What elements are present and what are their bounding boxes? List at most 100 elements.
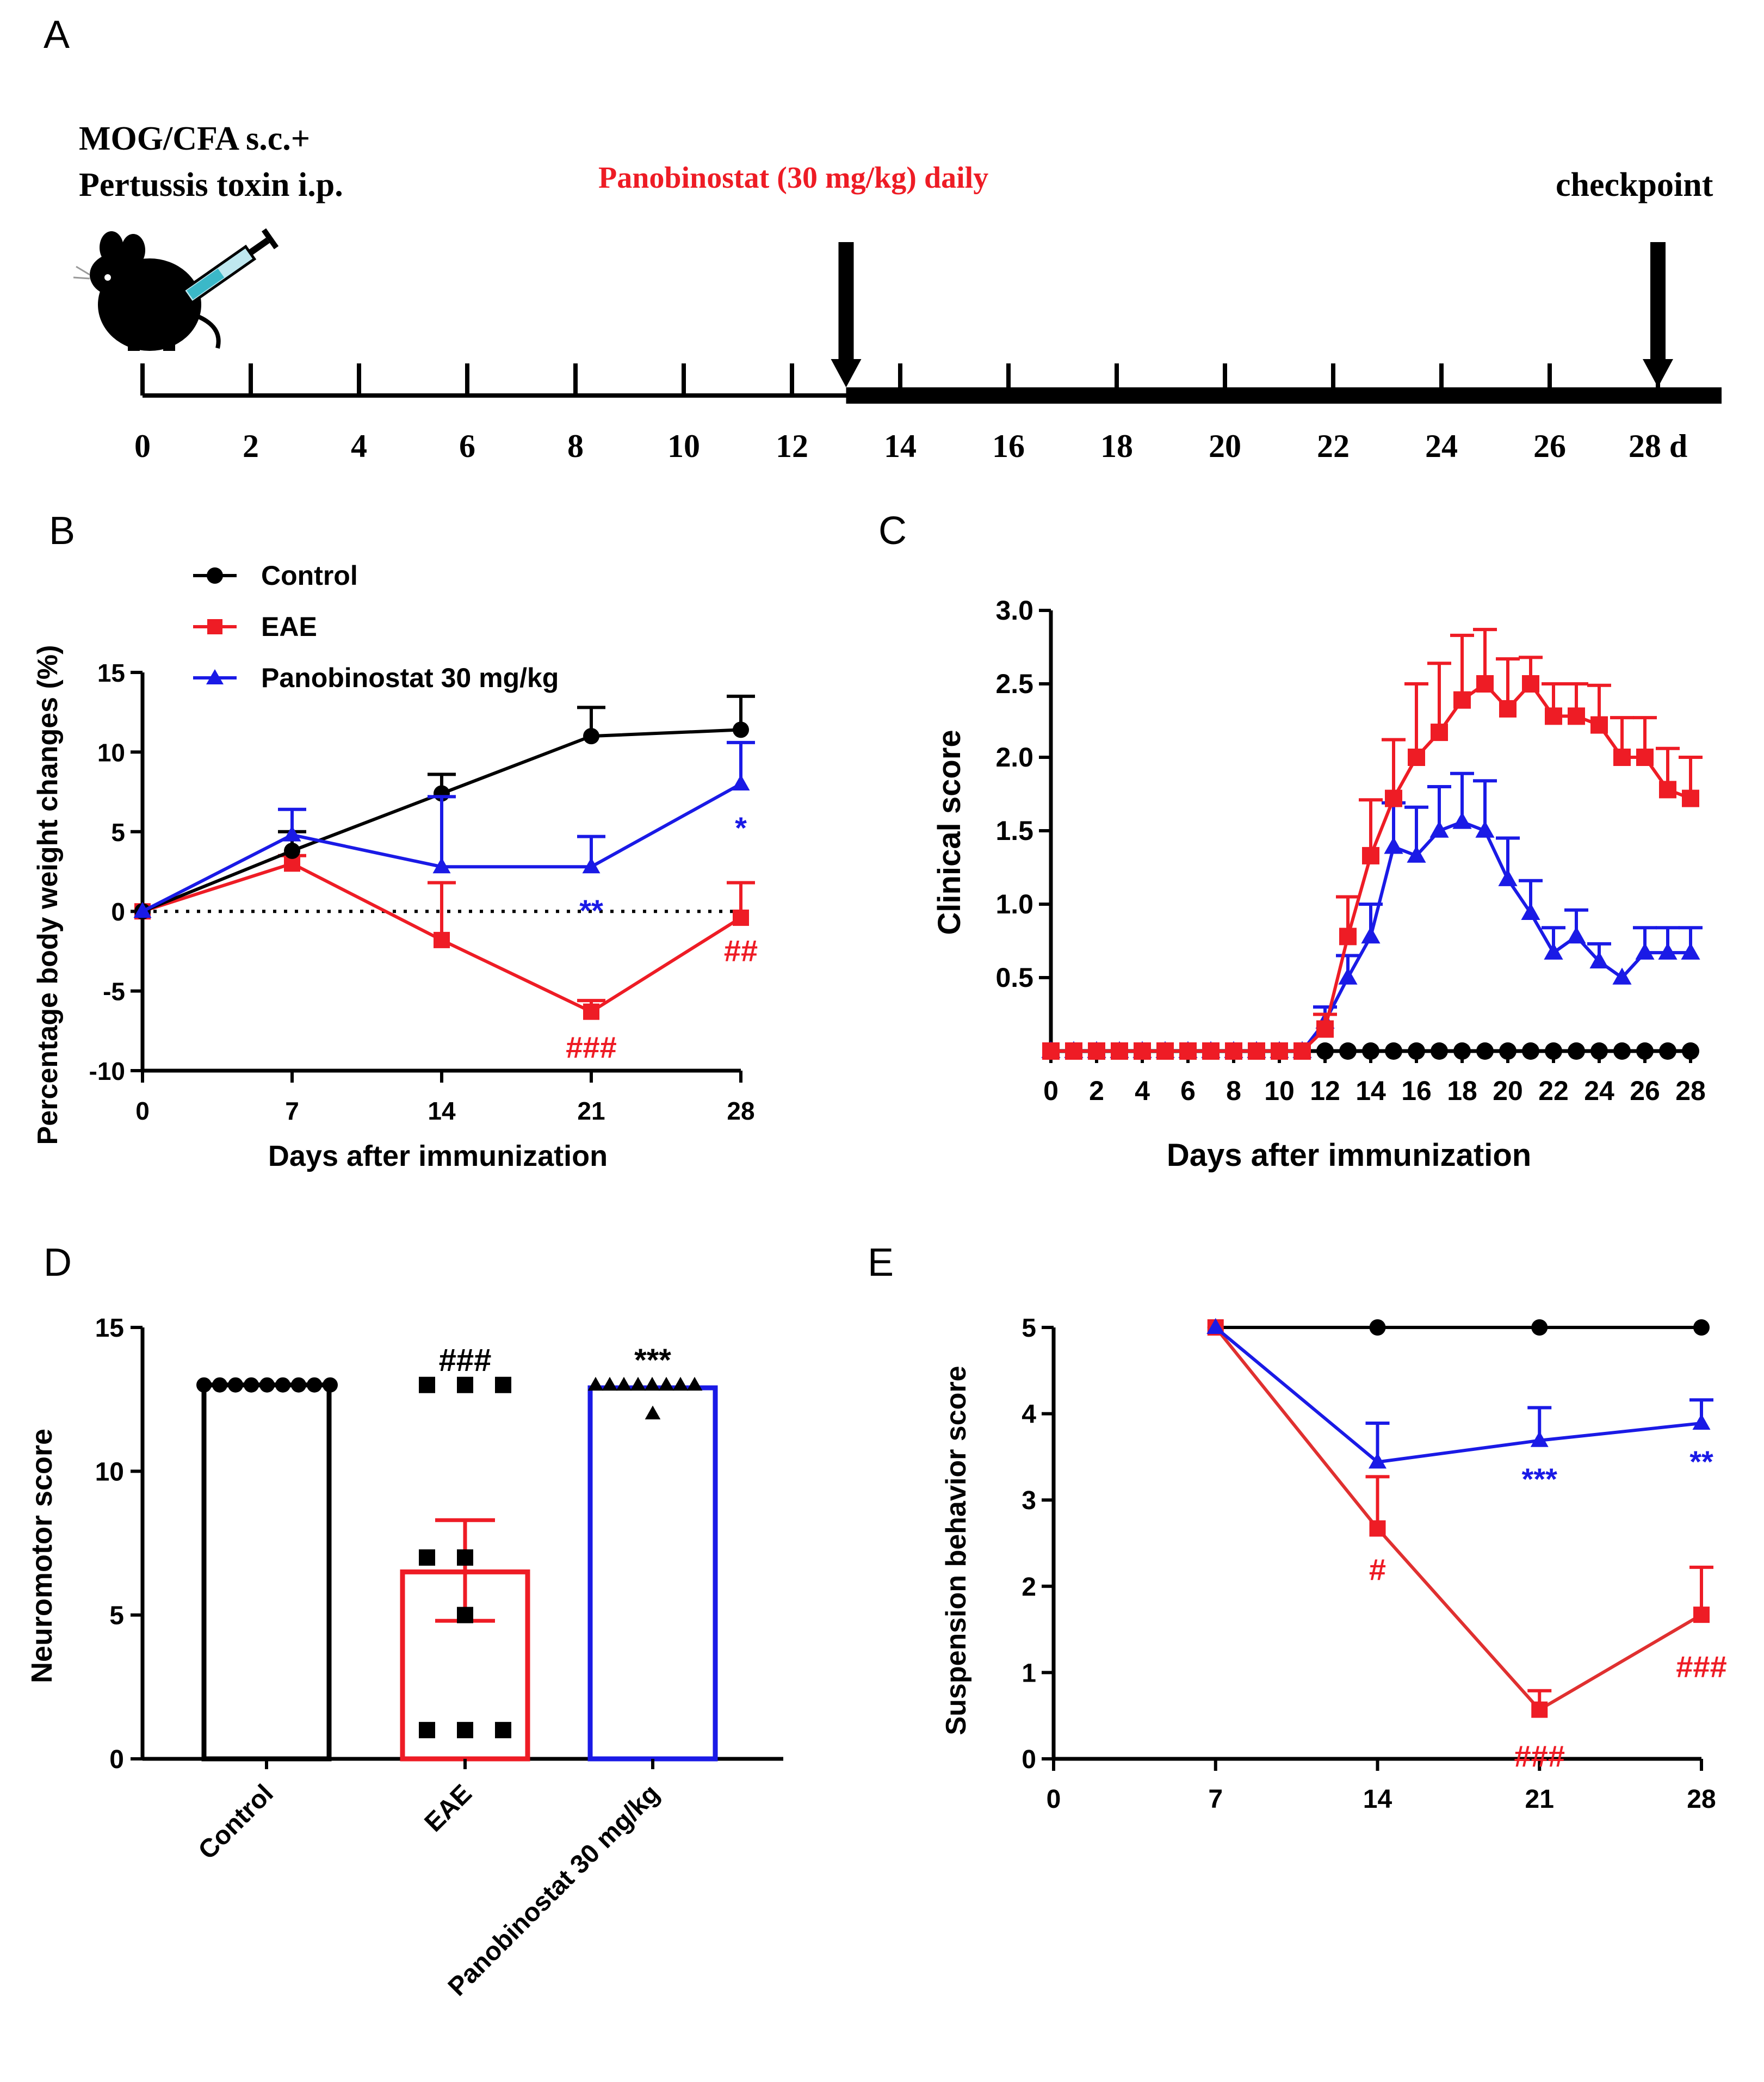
timeline-tick-label: 22 (1317, 428, 1350, 464)
data-point (1681, 942, 1700, 960)
checkpoint-arrow (1650, 242, 1666, 364)
data-point (1612, 967, 1632, 985)
individual-point (419, 1376, 435, 1393)
significance-mark: *** (634, 1343, 671, 1378)
legend-label-control: Control (261, 560, 358, 591)
data-point (1385, 789, 1402, 807)
data-point (1369, 1520, 1386, 1537)
individual-point (645, 1405, 661, 1419)
panel-letter-e: E (868, 1241, 894, 1284)
x-tick-label: 4 (1135, 1076, 1150, 1106)
panel-letter-d: D (44, 1241, 72, 1284)
data-point (284, 842, 300, 859)
x-tick-label: 22 (1538, 1076, 1569, 1106)
timeline-tick-label: 6 (459, 428, 475, 464)
clinical-score-chart: 0.51.01.52.02.53.00 2 4 6 8 10 12 14 16 18 20 22 24 2… (995, 595, 1705, 1106)
data-point (1522, 675, 1539, 693)
data-point (582, 857, 601, 874)
data-point (1635, 942, 1655, 960)
significance-mark: # (1369, 1553, 1386, 1587)
timeline-tick-label: 20 (1209, 428, 1241, 464)
data-point (1531, 1701, 1548, 1718)
individual-point (228, 1377, 243, 1393)
data-point (434, 931, 450, 948)
data-point (1408, 1042, 1425, 1060)
timeline-label-checkpoint: checkpoint (1556, 166, 1713, 203)
x-tick-label: 12 (1310, 1076, 1340, 1106)
individual-point (672, 1376, 689, 1391)
timeline-tick-label: 28 d (1629, 428, 1687, 464)
individual-point (457, 1722, 473, 1739)
data-point (1338, 967, 1358, 985)
bar-2 (587, 1385, 718, 1762)
x-tick-label: EAE (419, 1779, 478, 1837)
data-point (1544, 942, 1563, 960)
y-tick-label: 5 (1022, 1314, 1036, 1343)
data-point (1369, 1453, 1387, 1469)
significance-mark: ### (1514, 1739, 1565, 1774)
legend-label-eae: EAE (261, 611, 317, 642)
individual-point (244, 1377, 259, 1393)
y-tick-label: 1.5 (995, 815, 1033, 846)
individual-point (602, 1376, 618, 1391)
y-tick-label: 0.5 (995, 962, 1033, 993)
y-tick-label: 10 (95, 1457, 124, 1486)
data-point (1636, 1042, 1654, 1060)
data-point (1682, 1042, 1699, 1060)
data-point (1499, 1042, 1517, 1060)
treatment-arrow-head (831, 359, 862, 387)
y-tick-label: -5 (103, 978, 125, 1006)
data-point (1202, 1042, 1220, 1060)
individual-point (495, 1376, 511, 1393)
y-tick-label: 0 (1022, 1745, 1036, 1774)
data-point (1682, 789, 1699, 807)
x-tick-label: 14 (428, 1097, 456, 1125)
y-tick-label: 10 (97, 738, 125, 767)
data-point (1429, 820, 1449, 838)
data-point (1452, 812, 1472, 829)
data-point (583, 728, 599, 745)
x-tick-label: 0 (135, 1097, 150, 1125)
checkpoint-arrow-head (1643, 359, 1673, 387)
data-point (1590, 716, 1608, 734)
x-tick-label: Panobinostat 30 mg/kg (443, 1779, 665, 2001)
data-point (1568, 707, 1585, 725)
significance-mark: ## (724, 934, 758, 968)
x-tick-label: Control (193, 1779, 279, 1865)
individual-point (307, 1377, 322, 1393)
legend: Control EAE Panobinostat 30 mg/kg (193, 560, 559, 693)
data-point (1531, 1319, 1548, 1336)
timeline-tick-label: 18 (1100, 428, 1133, 464)
data-point (1042, 1042, 1060, 1060)
y-tick-label: -10 (89, 1057, 125, 1085)
data-point (1384, 837, 1403, 854)
timeline-label-treatment: Panobinostat (30 mg/kg) daily (598, 161, 988, 195)
e-ylabel: Suspension behavior score (940, 1366, 972, 1735)
data-point (733, 721, 749, 738)
individual-point (644, 1376, 660, 1391)
data-point (1692, 1413, 1711, 1430)
mouse-syringe-icon (73, 228, 279, 351)
c-ylabel: Clinical score (932, 730, 967, 935)
data-point (1453, 691, 1471, 709)
data-point (1362, 1042, 1379, 1060)
timeline-axis-treatment (846, 387, 1722, 404)
significance-mark: ### (439, 1343, 492, 1378)
legend-marker-eae (207, 619, 222, 634)
data-point (1545, 707, 1562, 725)
individual-point (212, 1377, 227, 1393)
panel-letter-b: B (49, 509, 75, 553)
y-tick-label: 2.0 (995, 742, 1033, 773)
x-tick-label: 2 (1089, 1076, 1104, 1106)
timeline-tick-label: 0 (134, 428, 151, 464)
individual-point (587, 1376, 604, 1391)
x-tick-label: 20 (1493, 1076, 1523, 1106)
x-tick-label: 6 (1180, 1076, 1196, 1106)
data-point (1385, 1042, 1402, 1060)
individual-point (457, 1607, 473, 1623)
timeline-tick-label: 24 (1425, 428, 1458, 464)
significance-mark: ### (1676, 1649, 1726, 1684)
x-tick-label: 0 (1043, 1076, 1059, 1106)
significance-mark: * (735, 811, 747, 845)
